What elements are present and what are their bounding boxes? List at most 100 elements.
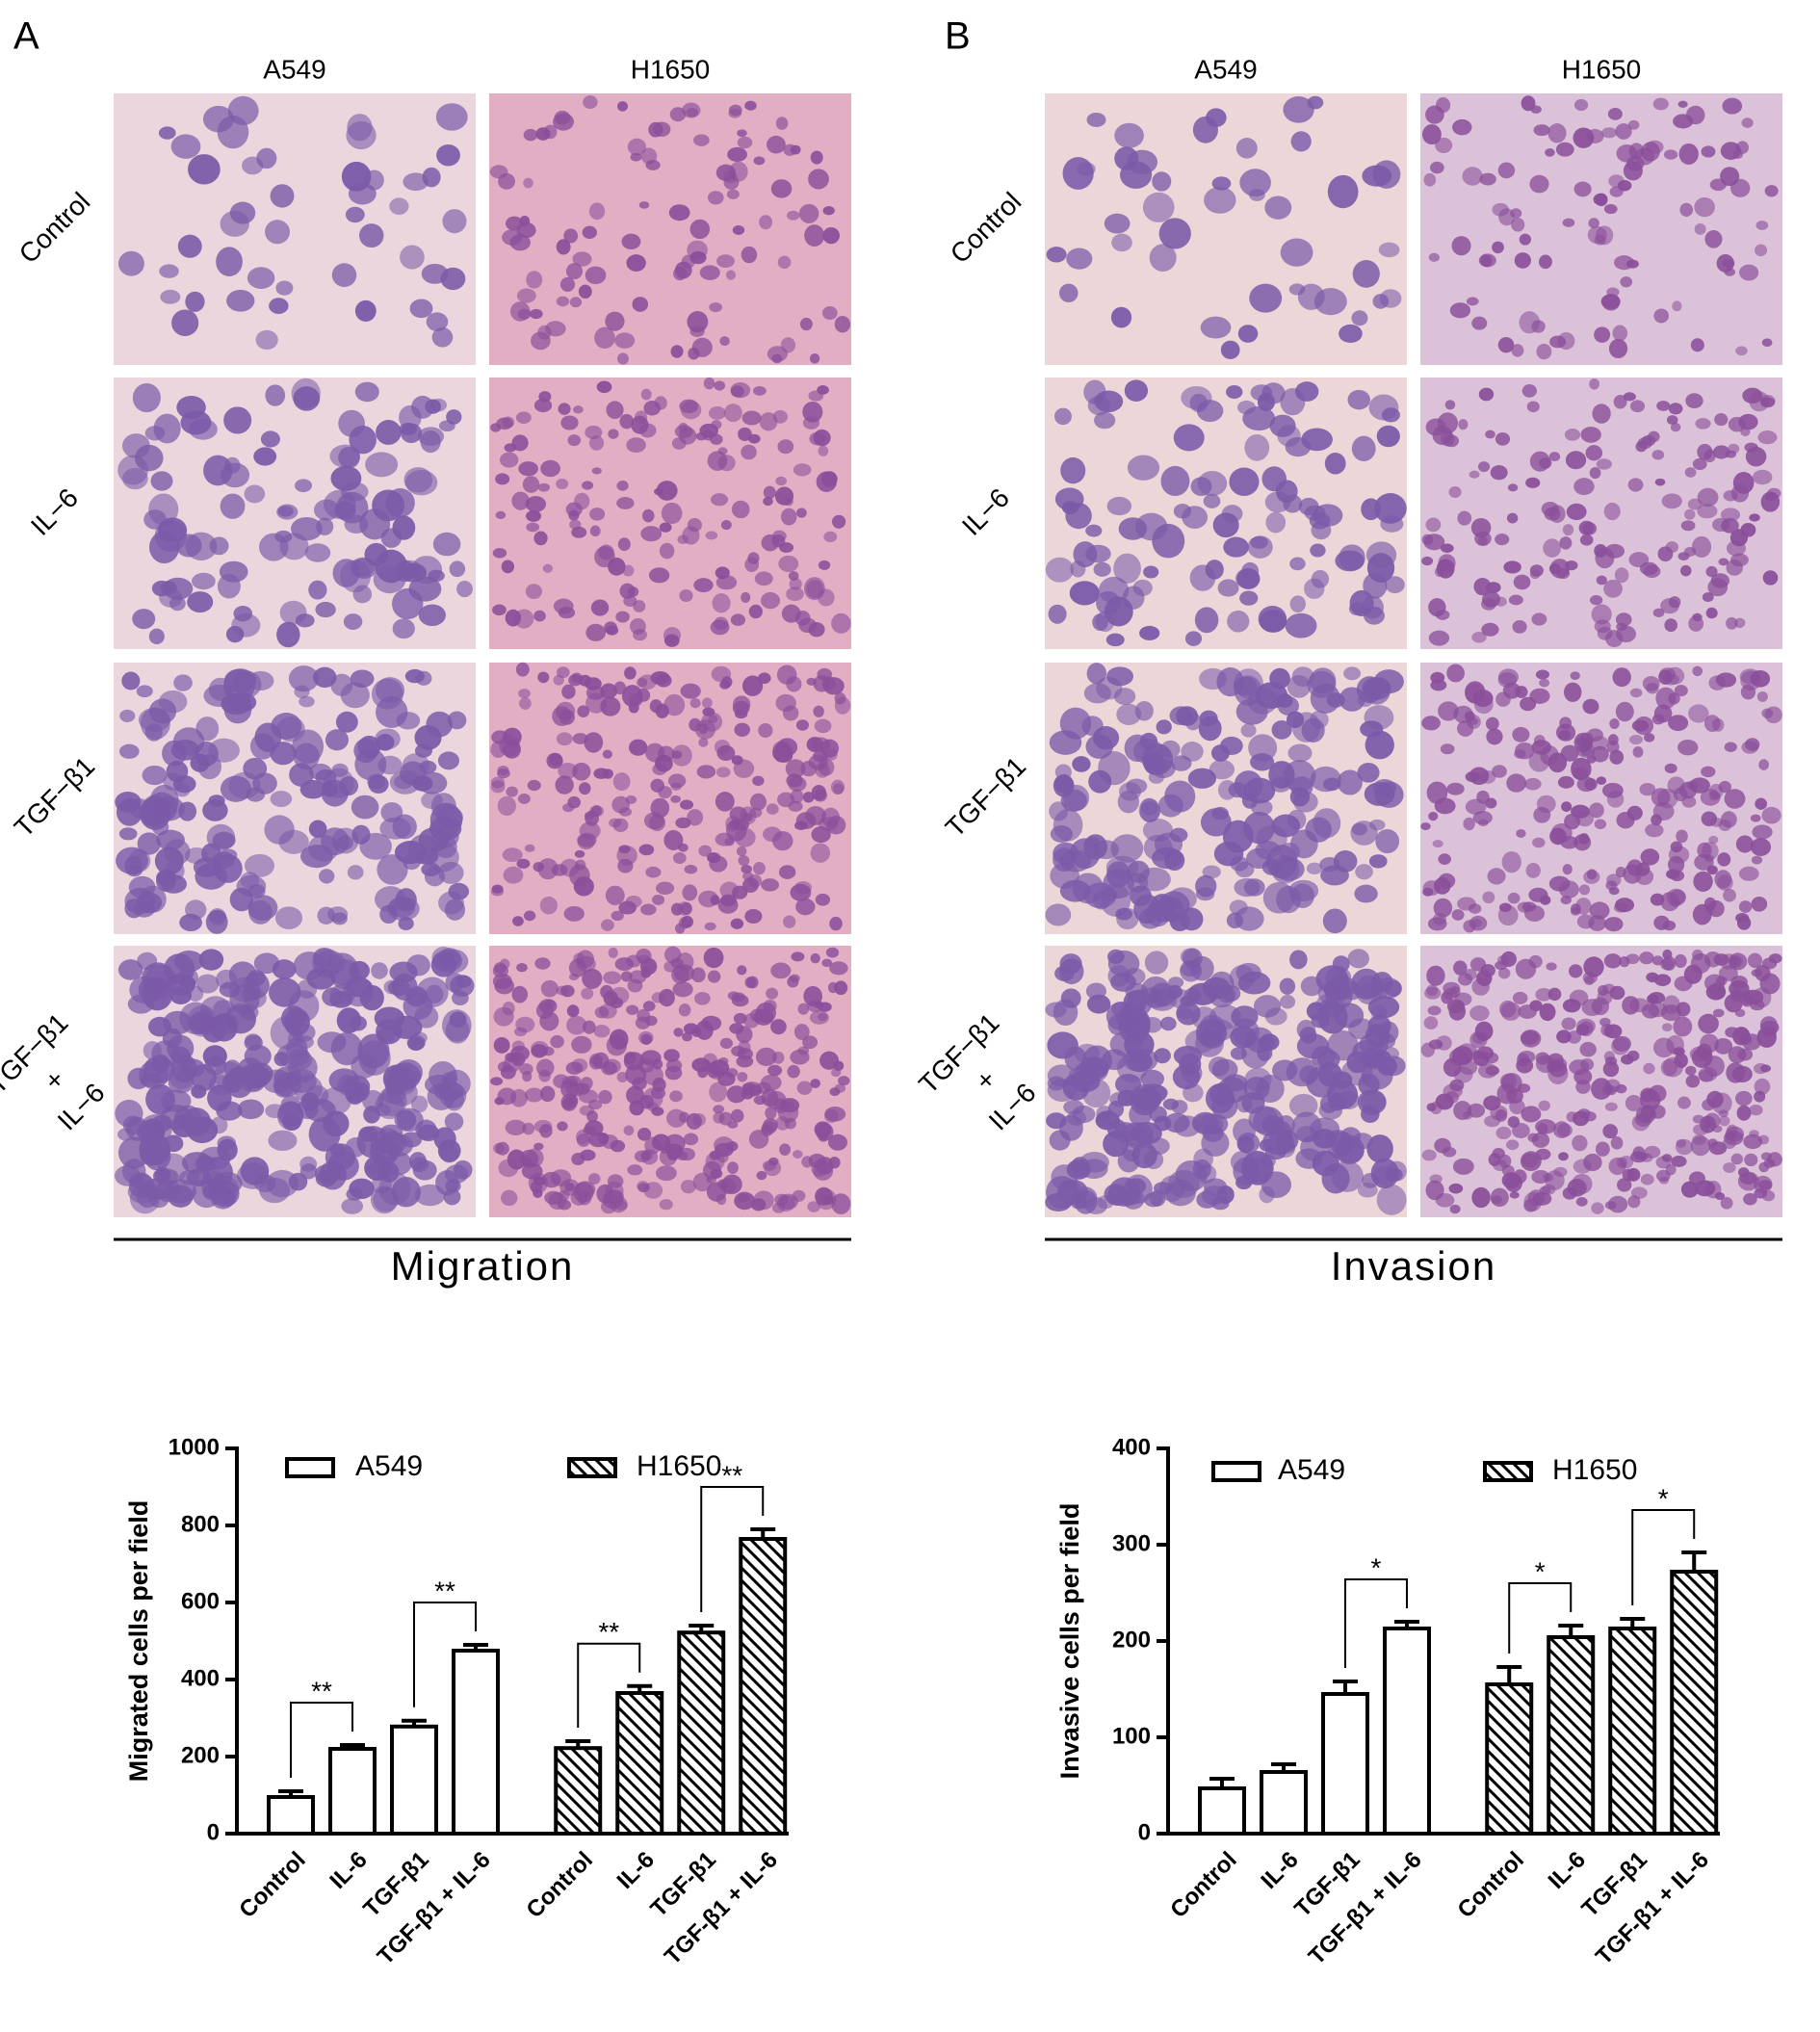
cell (1378, 242, 1400, 258)
cell (734, 722, 750, 737)
cell (648, 567, 670, 584)
cell (1595, 1141, 1610, 1157)
cell (816, 471, 837, 492)
cell (578, 284, 592, 299)
cell (765, 1107, 777, 1120)
cell (1104, 213, 1131, 234)
cell (741, 675, 764, 696)
cell (1438, 853, 1451, 866)
micrograph (489, 377, 851, 649)
cell (1310, 667, 1337, 694)
cell (1644, 733, 1655, 742)
cell (1464, 968, 1477, 981)
cell (1156, 719, 1172, 735)
cell (1440, 743, 1455, 755)
cell (791, 951, 805, 962)
cell (617, 352, 629, 365)
cell (822, 226, 840, 245)
cell (1375, 828, 1400, 854)
cell (540, 979, 559, 998)
cell (711, 493, 729, 507)
cell (509, 301, 531, 322)
cell (1626, 1050, 1640, 1062)
cell (810, 843, 831, 863)
cell (736, 1055, 754, 1068)
cell (1361, 1060, 1393, 1090)
cell (1230, 1047, 1247, 1060)
cell (1211, 176, 1232, 191)
cell (1468, 903, 1482, 914)
cell (717, 1057, 729, 1065)
cell (449, 560, 466, 578)
cell (121, 1159, 146, 1184)
cell (537, 325, 552, 340)
cell (1707, 1138, 1718, 1148)
bar (1485, 1682, 1534, 1836)
cell (1757, 430, 1778, 445)
cell (502, 847, 523, 863)
cell (524, 844, 535, 852)
cell (1490, 1187, 1509, 1208)
cell (1343, 666, 1362, 681)
cell (1364, 782, 1395, 806)
cell (308, 820, 327, 838)
cell (1754, 1175, 1773, 1193)
row-label: TGF−β1+IL−6 (913, 1007, 1042, 1136)
cell (169, 986, 193, 1004)
cell (1517, 1053, 1530, 1067)
cell (1048, 604, 1067, 624)
cell (1279, 977, 1296, 995)
cell (265, 220, 291, 245)
cell (817, 385, 829, 395)
cell (591, 805, 603, 817)
cell (496, 417, 513, 430)
cell (827, 981, 839, 994)
cell (1113, 553, 1141, 584)
cell (340, 682, 370, 709)
cell (335, 711, 358, 733)
cell (719, 680, 731, 690)
cell (1497, 336, 1515, 353)
cell (1586, 128, 1604, 143)
cell (155, 1179, 181, 1203)
cell (137, 951, 158, 971)
cell (522, 476, 540, 493)
cell (1647, 994, 1659, 1004)
cell (1124, 379, 1149, 402)
cell (775, 476, 788, 486)
cell (1589, 802, 1604, 819)
cell (537, 858, 559, 880)
cell (603, 1058, 621, 1074)
cell (1183, 987, 1202, 1003)
cell (783, 915, 796, 928)
cell (1722, 259, 1735, 269)
cell (1692, 949, 1703, 961)
cell (1602, 1124, 1619, 1139)
cell (128, 848, 151, 873)
cell (826, 815, 846, 835)
cell (1695, 418, 1711, 430)
cell (1507, 892, 1521, 904)
cell (1761, 957, 1778, 970)
cell (701, 697, 713, 709)
cell (1347, 949, 1369, 969)
legend-label: A549 (355, 1450, 423, 1482)
y-tick-label: 1000 (169, 1434, 220, 1460)
cell (1190, 477, 1212, 497)
cell (556, 296, 570, 307)
cell (744, 100, 757, 111)
cell (1239, 590, 1259, 606)
cell (755, 1002, 777, 1024)
cell (691, 337, 713, 357)
cell (1726, 616, 1738, 630)
cell (270, 742, 297, 766)
cell (1105, 633, 1125, 647)
cell (1506, 1088, 1523, 1104)
cell (1482, 891, 1495, 904)
cell (539, 1011, 559, 1031)
cell (308, 580, 327, 600)
cell (678, 1003, 691, 1017)
cell (1729, 956, 1742, 967)
significance-label: ** (311, 1676, 332, 1706)
cell (1603, 1051, 1615, 1062)
